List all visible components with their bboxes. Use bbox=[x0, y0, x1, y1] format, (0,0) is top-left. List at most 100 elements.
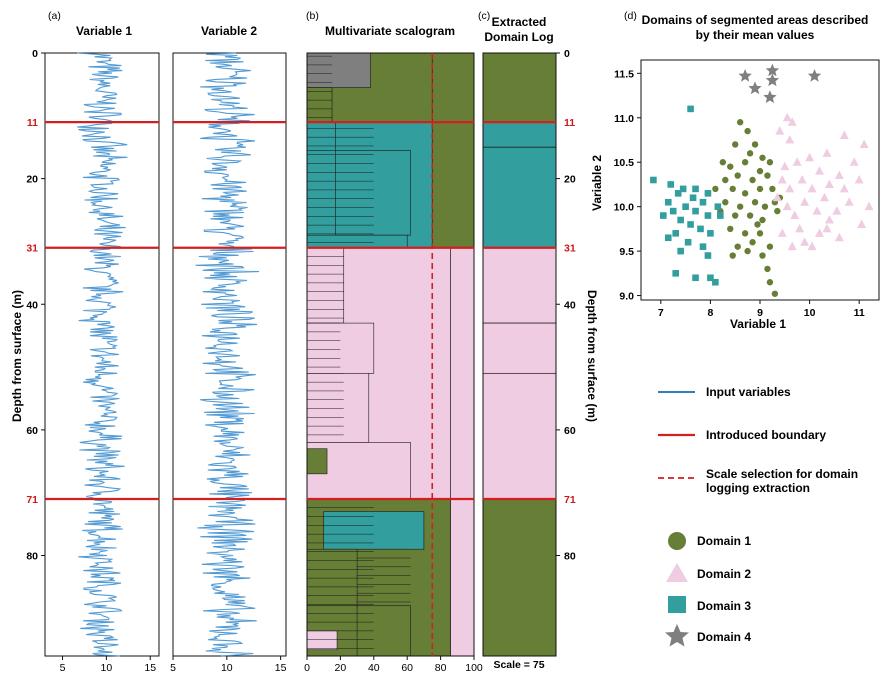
boundary-lines: 11 11 31 31 71 71 bbox=[26, 117, 576, 506]
domain1-point bbox=[741, 190, 749, 197]
legend-domain4-marker bbox=[665, 624, 689, 647]
domain1-point bbox=[722, 199, 729, 206]
depth-tick-label-right: 40 bbox=[564, 299, 576, 311]
domain1-point bbox=[732, 212, 739, 219]
scalogram-xtick-label: 100 bbox=[465, 662, 483, 674]
domain1-point bbox=[771, 290, 779, 297]
domain2-point bbox=[822, 223, 832, 233]
domain1-point bbox=[746, 150, 754, 157]
depth-axis-label-left: Depth from surface (m) bbox=[10, 290, 24, 422]
domain3-point bbox=[707, 274, 714, 282]
scalogram-block bbox=[306, 87, 333, 123]
domain1-point bbox=[734, 243, 741, 250]
domain1-point bbox=[769, 185, 776, 193]
domain2-point bbox=[780, 161, 790, 171]
domain2-point bbox=[857, 219, 867, 228]
domain2-point bbox=[854, 175, 864, 184]
scatter-ytick-label: 11.0 bbox=[614, 113, 634, 125]
domain2-point bbox=[815, 166, 824, 175]
domain1-point bbox=[751, 199, 759, 206]
scalogram-block bbox=[450, 498, 475, 657]
domain1-point bbox=[736, 119, 744, 126]
panel-c-label: (c) bbox=[478, 10, 490, 22]
domain3-point bbox=[682, 203, 689, 210]
legend-scale-selection-2: logging extraction bbox=[706, 481, 810, 495]
variable-2-xtick-label: 15 bbox=[275, 662, 287, 674]
domain3-point bbox=[677, 216, 684, 224]
scalogram-title: Multivariate scalogram bbox=[325, 24, 455, 38]
domain1-point bbox=[756, 167, 764, 175]
domain3-point bbox=[667, 181, 675, 188]
domain2-point bbox=[824, 215, 834, 224]
scatter-plot: 7 8 9 10 11 9.0 9.5 10.0 10.5 11.0 11.5 bbox=[614, 59, 880, 319]
scatter-xtick-label: 11 bbox=[854, 307, 865, 319]
scatter-xlabel: Variable 1 bbox=[730, 317, 786, 331]
domain1-point bbox=[756, 230, 764, 237]
variable-1-plot: 5 10 15 0 20 40 60 80 bbox=[26, 48, 160, 674]
domain1-point bbox=[727, 163, 734, 170]
domain-log-interval bbox=[482, 247, 557, 324]
domain2-point bbox=[824, 179, 834, 188]
domain-log-interval bbox=[482, 498, 557, 657]
domain3-point bbox=[687, 221, 694, 228]
boundary-label-left: 71 bbox=[26, 494, 38, 506]
domain-log-interval bbox=[482, 322, 557, 374]
boundary-label-right: 31 bbox=[564, 243, 576, 255]
domain4-point bbox=[748, 81, 762, 95]
domain2-point bbox=[832, 206, 842, 215]
variable-2-signal-line bbox=[195, 52, 260, 657]
domain2-point bbox=[782, 112, 792, 122]
domain2-point bbox=[782, 201, 792, 211]
domain2-point bbox=[849, 157, 859, 166]
boundary-label-right: 71 bbox=[564, 494, 576, 506]
variable-1-xtick-label: 10 bbox=[101, 662, 113, 674]
var2-title: Variable 2 bbox=[201, 24, 257, 38]
domain3-point bbox=[674, 190, 682, 197]
depth-tick-label-left: 60 bbox=[26, 425, 38, 437]
domain2-point bbox=[787, 117, 797, 126]
domain1-point bbox=[727, 225, 734, 233]
domain2-point bbox=[785, 183, 795, 193]
domain2-point bbox=[807, 183, 817, 193]
domain3-point bbox=[689, 194, 697, 202]
domain-log-frame bbox=[482, 52, 557, 657]
domain3-point bbox=[717, 212, 724, 219]
legend-domain4: Domain 4 bbox=[697, 630, 751, 644]
variable-1-signal-line bbox=[76, 52, 128, 657]
domain-log-interval bbox=[482, 372, 557, 500]
scalogram-block bbox=[306, 448, 328, 475]
panel-d-label: (d) bbox=[624, 10, 637, 22]
domain3-point bbox=[697, 225, 704, 233]
domain3-point bbox=[692, 274, 699, 282]
variable-2-xtick-label: 10 bbox=[221, 662, 233, 674]
domain1-point bbox=[734, 172, 741, 179]
domain1-point bbox=[736, 203, 744, 210]
legend-input-variables: Input variables bbox=[706, 385, 791, 399]
domain1-point bbox=[754, 221, 761, 228]
domain3-point bbox=[684, 238, 692, 246]
depth-tick-label-left: 80 bbox=[26, 551, 38, 563]
legend-domain1: Domain 1 bbox=[697, 534, 751, 548]
domain1-point bbox=[774, 207, 781, 215]
domain1-point bbox=[751, 141, 759, 148]
scatter-ytick-label: 9.5 bbox=[619, 246, 634, 258]
domain1-point bbox=[759, 252, 766, 259]
domain1-point bbox=[729, 252, 736, 259]
depth-axis-label-right: Depth from surface (m) bbox=[585, 290, 599, 422]
domain-log-title-2: Domain Log bbox=[484, 30, 553, 44]
domain3-point bbox=[664, 234, 672, 242]
domain2-point bbox=[775, 126, 785, 135]
domain2-point bbox=[792, 157, 802, 166]
domain2-point bbox=[777, 175, 787, 184]
legend-scale-selection-1: Scale selection for domain bbox=[706, 467, 858, 481]
scalogram-block bbox=[335, 150, 411, 236]
domain2-point bbox=[795, 223, 805, 233]
domain1-point bbox=[719, 159, 727, 166]
domain-log-interval bbox=[482, 146, 557, 249]
domain2-point bbox=[859, 139, 869, 148]
scalogram-block bbox=[323, 511, 425, 550]
scatter-ytick-label: 10.5 bbox=[614, 157, 635, 169]
domain3-point bbox=[704, 252, 712, 259]
domain3-point bbox=[699, 243, 707, 250]
